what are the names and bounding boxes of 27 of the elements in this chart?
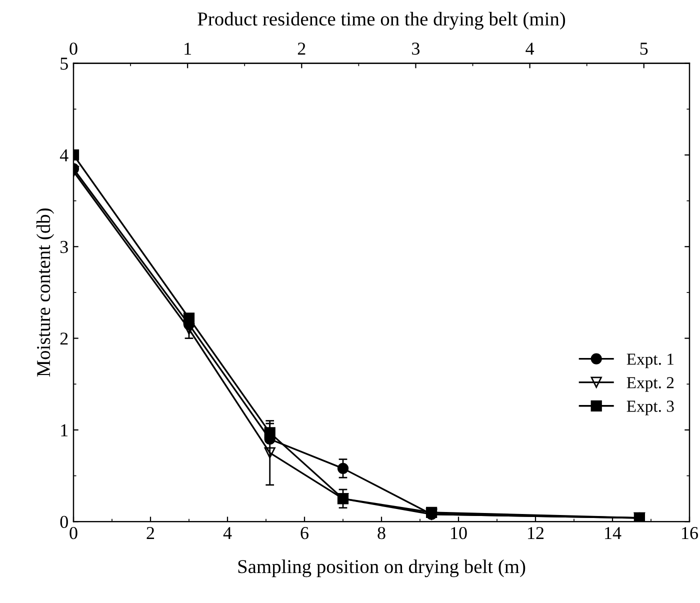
x-axis-title: Sampling position on drying belt (m) [238,559,526,578]
x2-tick-label: 1 [184,42,192,55]
x2-axis-title: Product residence time on the drying belt (min) [198,12,566,30]
x2-tick-label: 4 [526,42,534,55]
x2-tick-label: 3 [412,42,420,55]
x-tick-label: 6 [300,527,308,540]
x-tick-label: 12 [528,527,544,539]
x-tick-label: 0 [70,526,78,540]
legend-label: Expt. 1 [626,354,674,368]
y-tick-label: 5 [60,58,68,70]
x-tick-label: 8 [378,526,386,540]
y-axis-title: Moisture content (db) [36,208,54,377]
x-tick-label: 10 [451,526,467,540]
legend-label: Expt. 3 [626,400,674,416]
x-tick-label: 4 [223,527,232,539]
x2-tick-label: 2 [298,42,306,55]
x-tick-label: 14 [605,527,622,539]
y-tick-label: 1 [61,424,68,436]
y-tick-label: 4 [60,149,68,162]
x-tick-label: 16 [682,527,698,540]
legend-label: Expt. 2 [626,377,674,392]
x-tick-label: 2 [146,527,154,539]
x2-tick-label: 0 [70,42,78,55]
x2-tick-label: 5 [640,42,648,55]
y-tick-label: 3 [60,240,68,254]
y-tick-label: 2 [60,332,68,345]
y-tick-label: 0 [60,516,68,528]
